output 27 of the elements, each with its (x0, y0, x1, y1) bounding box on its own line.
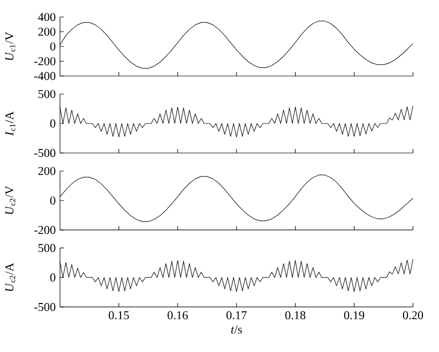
x-tick-label: 0.15 (108, 311, 129, 320)
y-axis-title: U$_{c2}$/A (5, 262, 16, 292)
y-tick-label: -500 (34, 302, 56, 312)
y-tick-label: 0 (50, 119, 56, 128)
y-axis-title: U$_{c2}$/V (5, 186, 16, 214)
x-tick-label: 0.18 (285, 311, 306, 320)
y-tick-label: 200 (38, 28, 56, 36)
y-axis-title: U$_{c1}$/V (5, 32, 16, 60)
y-tick-label: -200 (34, 57, 56, 66)
x-tick-label: 0.17 (226, 311, 247, 320)
line-series (60, 174, 414, 222)
y-tick-label: 0 (50, 196, 56, 205)
y-tick-label: -400 (34, 72, 56, 80)
y-tick-label: 0 (50, 273, 56, 282)
y-tick-label: 500 (38, 244, 56, 252)
y-tick-label: 400 (38, 12, 56, 22)
x-tick-label: 0.19 (344, 311, 364, 320)
y-tick-label: -500 (34, 148, 56, 158)
y-axis-title: I$_{c1}$/A (5, 111, 16, 136)
x-tick-label: 0.16 (168, 311, 188, 320)
y-tick-label: 0 (50, 42, 56, 51)
line-series (60, 20, 414, 69)
y-tick-label: 200 (38, 166, 56, 176)
y-tick-label: 500 (38, 90, 56, 98)
y-tick-label: -200 (34, 226, 56, 234)
x-tick-label: 0.20 (402, 311, 424, 320)
x-axis-title: t/s (231, 326, 242, 334)
